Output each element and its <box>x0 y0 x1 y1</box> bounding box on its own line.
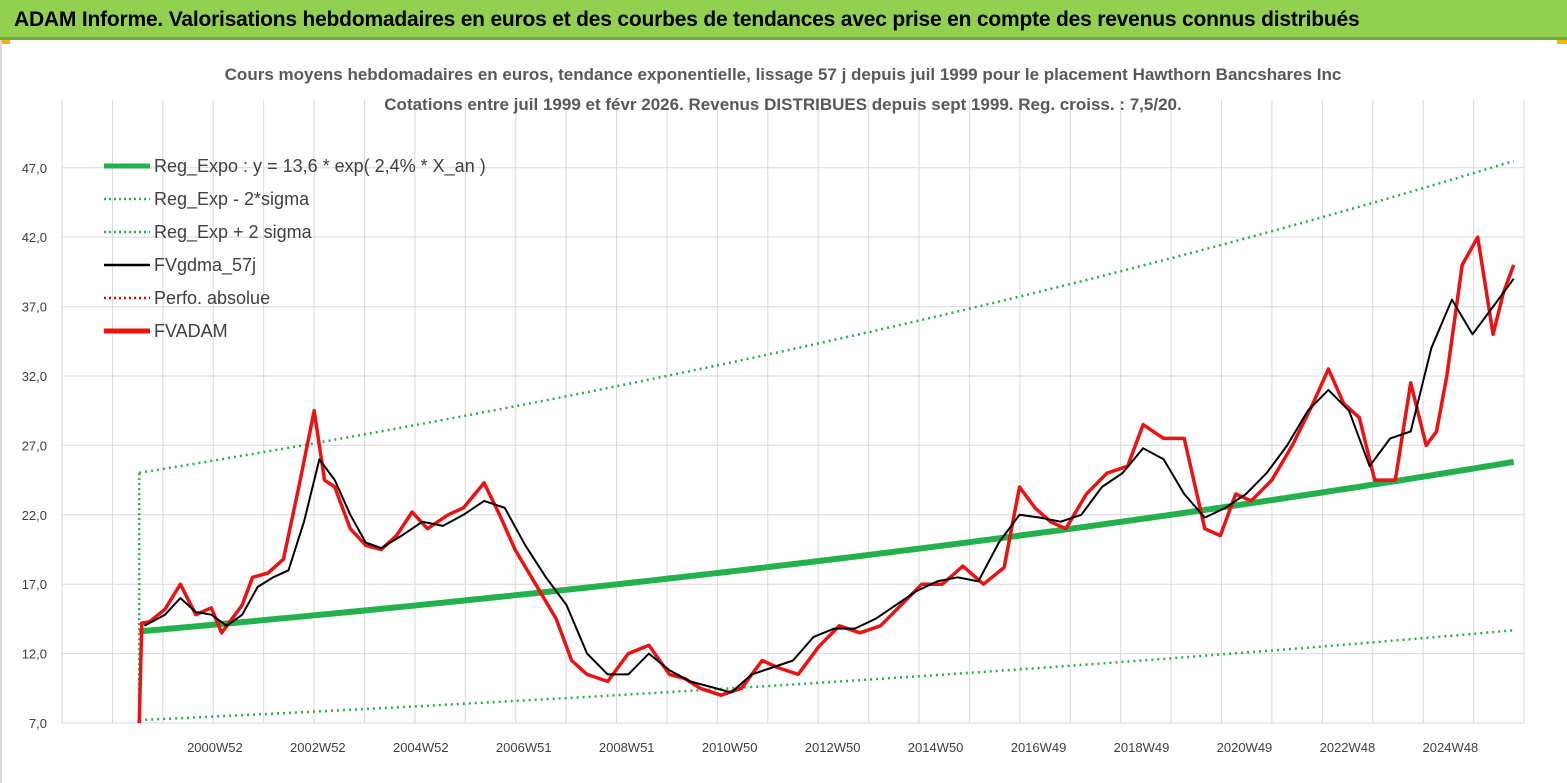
fvadam-line <box>137 235 1516 724</box>
chart-series <box>137 159 1516 724</box>
y-tick-label: 22,0 <box>22 508 47 523</box>
x-tick-label: 2010W50 <box>702 740 758 755</box>
y-tick-label: 42,0 <box>22 230 47 245</box>
legend-label: Reg_Exp + 2 sigma <box>154 222 313 243</box>
x-tick-label: 2022W48 <box>1320 740 1376 755</box>
header-banner: ADAM Informe. Valorisations hebdomadaire… <box>0 0 1567 40</box>
x-tick-label: 2002W52 <box>290 740 346 755</box>
page-title: ADAM Informe. Valorisations hebdomadaire… <box>14 8 1360 31</box>
banner-corner-right <box>1557 40 1567 44</box>
y-tick-label: 27,0 <box>22 438 47 453</box>
x-tick-label: 2018W49 <box>1114 740 1170 755</box>
x-tick-label: 2016W49 <box>1011 740 1067 755</box>
y-tick-label: 47,0 <box>22 161 47 176</box>
x-tick-label: 2006W51 <box>496 740 552 755</box>
y-tick-label: 32,0 <box>22 369 47 384</box>
x-tick-label: 2008W51 <box>599 740 655 755</box>
fvgdma-line <box>143 278 1515 694</box>
legend-label: Perfo. absolue <box>154 288 270 308</box>
y-tick-label: 17,0 <box>22 577 47 592</box>
banner-corner-left <box>0 40 10 44</box>
x-tick-label: 2024W48 <box>1423 740 1479 755</box>
chart: Cours moyens hebdomadaires en euros, ten… <box>22 65 1525 755</box>
x-tick-label: 2014W50 <box>908 740 964 755</box>
chart-subtitle: Cotations entre juil 1999 et févr 2026. … <box>384 95 1181 114</box>
x-tick-label: 2004W52 <box>393 740 449 755</box>
chart-grid <box>61 100 1525 724</box>
x-tick-label: 2012W50 <box>805 740 861 755</box>
y-tick-label: 7,0 <box>29 716 47 731</box>
legend: Reg_Expo : y = 13,6 * exp( 2,4% * X_an )… <box>104 156 486 341</box>
reg-exp-minus-2sigma-line <box>139 629 1514 722</box>
reg-exp-plus-2sigma-line <box>139 159 1515 475</box>
legend-label: Reg_Exp - 2*sigma <box>154 189 310 210</box>
legend-label: Reg_Expo : y = 13,6 * exp( 2,4% * X_an ) <box>154 156 486 177</box>
chart-title: Cours moyens hebdomadaires en euros, ten… <box>225 65 1342 84</box>
legend-label: FVgdma_57j <box>154 255 256 276</box>
y-tick-label: 37,0 <box>22 300 47 315</box>
chart-frame: Cours moyens hebdomadaires en euros, ten… <box>0 40 1567 783</box>
x-tick-label: 2000W52 <box>187 740 243 755</box>
legend-label: FVADAM <box>154 321 228 341</box>
x-tick-label: 2020W49 <box>1217 740 1273 755</box>
x-axis: 2000W52 2002W52 2004W52 2006W51 2008W51 2010W… <box>187 740 1478 755</box>
y-axis: 7,0 12,0 17,0 22,0 27,0 32,0 37,0 42,0 47,0 <box>22 161 47 731</box>
y-tick-label: 12,0 <box>22 647 47 662</box>
reg-expo-line <box>138 458 1515 635</box>
